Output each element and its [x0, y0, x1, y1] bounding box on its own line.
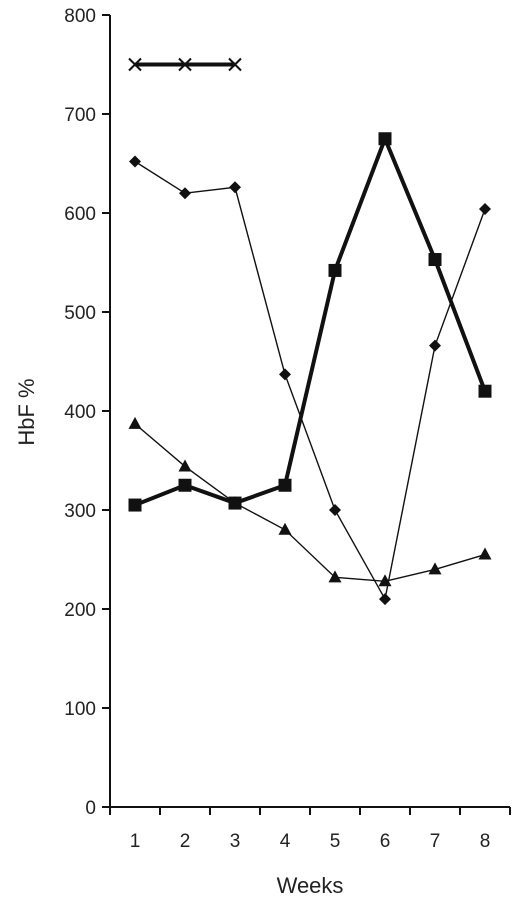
- y-tick-label: 500: [64, 303, 96, 324]
- point-diamond: [279, 368, 291, 381]
- series-line-diamond: [134, 160, 486, 602]
- point-x: [178, 57, 192, 72]
- point-diamond: [429, 339, 441, 352]
- point-square: [378, 132, 392, 146]
- point-diamond: [379, 593, 391, 606]
- x-tick-label: 2: [180, 831, 191, 852]
- point-triangle: [378, 574, 392, 587]
- point-x: [228, 57, 242, 72]
- point-square: [428, 253, 442, 267]
- x-tick-label: 8: [480, 831, 491, 852]
- axes: 0 100 200 300 400 500 600 700 800 1 2 3 4 5 6 7 8: [64, 6, 511, 852]
- x-axis-title: Weeks: [277, 873, 344, 898]
- series-triangle: [128, 416, 492, 587]
- y-tick-label: 600: [64, 204, 96, 225]
- point-triangle: [428, 562, 442, 575]
- point-triangle: [478, 547, 492, 560]
- point-diamond: [329, 504, 341, 516]
- point-triangle: [228, 496, 242, 509]
- x-tick-label: 3: [230, 831, 241, 852]
- y-tick-label: 700: [64, 105, 96, 126]
- point-triangle: [128, 416, 142, 429]
- y-tick-label: 800: [64, 6, 96, 27]
- point-triangle: [278, 522, 292, 535]
- point-square: [278, 478, 292, 492]
- point-square: [128, 498, 142, 512]
- point-x: [128, 57, 142, 72]
- point-triangle: [178, 459, 192, 472]
- y-tick-label: 100: [64, 699, 96, 720]
- x-tick-label: 5: [330, 831, 341, 852]
- series-line-triangle: [134, 423, 486, 582]
- y-tick-label: 300: [64, 501, 96, 522]
- y-tick-label: 0: [85, 798, 96, 819]
- series-x: [128, 57, 242, 72]
- y-tick-label: 400: [64, 402, 96, 423]
- series-diamond: [129, 155, 491, 606]
- point-square: [328, 263, 342, 277]
- series-square: [128, 132, 492, 512]
- series-line-square: [134, 133, 487, 507]
- point-diamond: [129, 155, 141, 168]
- x-tick-label: 6: [380, 831, 391, 852]
- point-diamond: [179, 187, 191, 200]
- x-tick-label: 7: [430, 831, 441, 852]
- x-tick-label: 1: [130, 831, 141, 852]
- point-triangle: [328, 570, 342, 583]
- point-diamond: [479, 203, 491, 216]
- point-square: [178, 478, 192, 492]
- point-square: [478, 384, 492, 398]
- point-diamond: [229, 181, 241, 194]
- x-tick-label: 4: [280, 831, 291, 852]
- y-tick-label: 200: [64, 600, 96, 621]
- series-layer: [128, 57, 492, 606]
- y-axis-title: HbF %: [14, 378, 39, 445]
